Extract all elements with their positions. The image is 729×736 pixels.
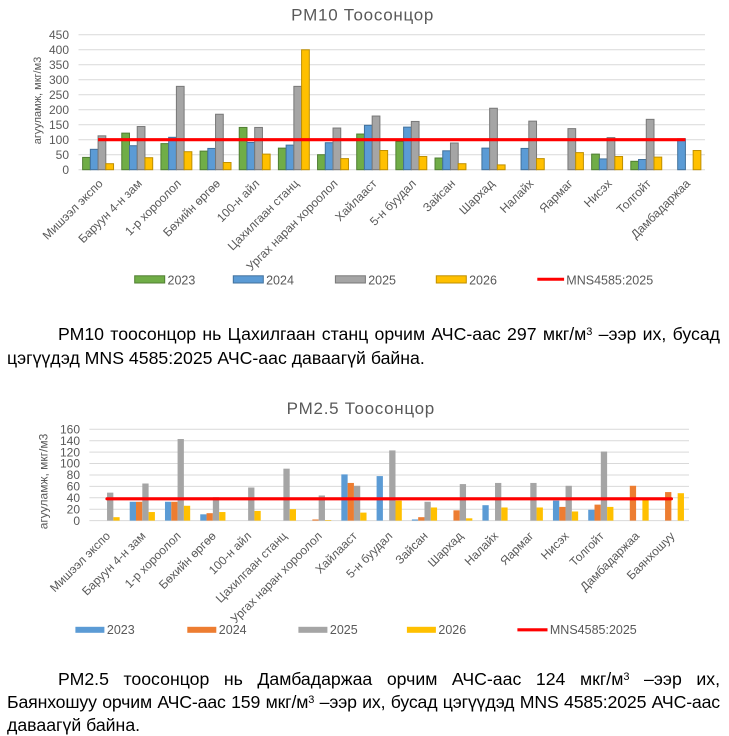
svg-text:PM10 Тоосонцор: PM10 Тоосонцор — [291, 6, 434, 25]
svg-text:агууламж, мкг/м3: агууламж, мкг/м3 — [32, 57, 44, 145]
svg-text:250: 250 — [49, 88, 69, 102]
svg-text:Нисэх: Нисэх — [538, 529, 572, 563]
svg-text:Яармаг: Яармаг — [536, 176, 576, 216]
svg-text:100: 100 — [60, 457, 80, 471]
svg-text:Налайх: Налайх — [462, 529, 501, 568]
svg-text:450: 450 — [49, 28, 69, 42]
svg-text:2025: 2025 — [368, 274, 396, 288]
svg-text:350: 350 — [49, 58, 69, 72]
svg-text:40: 40 — [67, 491, 81, 505]
svg-text:2023: 2023 — [107, 623, 135, 637]
svg-text:2023: 2023 — [168, 274, 196, 288]
svg-text:Шархад: Шархад — [456, 177, 497, 218]
svg-text:Нисэх: Нисэх — [581, 177, 615, 211]
svg-text:Цахилгаан станц: Цахилгаан станц — [225, 176, 302, 253]
svg-text:50: 50 — [56, 148, 70, 162]
svg-text:20: 20 — [67, 502, 81, 516]
svg-text:Мишээл экспо: Мишээл экспо — [47, 529, 113, 595]
svg-text:2026: 2026 — [438, 623, 466, 637]
svg-text:Яармаг: Яармаг — [497, 528, 537, 568]
svg-text:0: 0 — [62, 163, 69, 177]
svg-text:150: 150 — [49, 118, 69, 132]
svg-text:Зайсан: Зайсан — [392, 529, 430, 567]
svg-text:60: 60 — [67, 480, 81, 494]
svg-text:200: 200 — [49, 103, 69, 117]
svg-text:Налайх: Налайх — [497, 177, 536, 216]
svg-text:120: 120 — [60, 445, 80, 459]
svg-text:300: 300 — [49, 73, 69, 87]
svg-text:Зайсан: Зайсан — [420, 177, 458, 215]
svg-text:160: 160 — [60, 423, 80, 437]
svg-text:2025: 2025 — [330, 623, 358, 637]
svg-text:400: 400 — [49, 43, 69, 57]
svg-text:PM2.5 Тоосонцор: PM2.5 Тоосонцор — [287, 399, 435, 418]
svg-text:100: 100 — [49, 133, 69, 147]
svg-text:2024: 2024 — [219, 623, 247, 637]
svg-text:MNS4585:2025: MNS4585:2025 — [566, 274, 653, 288]
svg-text:2026: 2026 — [469, 274, 497, 288]
svg-text:MNS4585:2025: MNS4585:2025 — [550, 623, 637, 637]
svg-text:140: 140 — [60, 434, 80, 448]
svg-text:Шархад: Шархад — [425, 529, 466, 570]
svg-text:80: 80 — [67, 468, 81, 482]
svg-text:агууламж, мкг/м3: агууламж, мкг/м3 — [37, 433, 51, 529]
svg-text:0: 0 — [73, 514, 80, 528]
svg-text:2024: 2024 — [266, 274, 294, 288]
